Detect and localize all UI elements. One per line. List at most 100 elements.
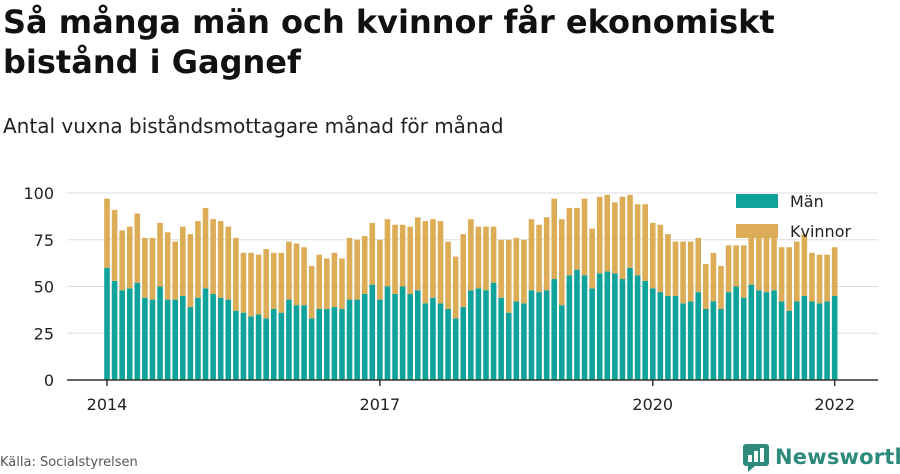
- bar-women: [263, 249, 269, 319]
- bar-men: [202, 288, 209, 380]
- bar-women: [187, 234, 194, 308]
- bar-women: [202, 207, 209, 289]
- bar-men: [778, 301, 785, 380]
- bar-women: [596, 196, 603, 274]
- bar-women: [210, 219, 216, 294]
- bar-women: [680, 241, 686, 304]
- bar-women: [149, 237, 156, 300]
- bar-women: [733, 245, 739, 287]
- bar-women: [740, 245, 747, 298]
- bar-men: [657, 292, 664, 380]
- bar-men: [142, 297, 148, 380]
- bar-women: [809, 252, 815, 302]
- bar-men: [672, 295, 679, 380]
- bar-men: [566, 275, 573, 380]
- bar-women: [490, 226, 497, 283]
- bar-men: [710, 301, 717, 380]
- bar-men: [771, 290, 777, 380]
- bar-women: [763, 232, 770, 293]
- legend-label-women: Kvinnor: [790, 221, 852, 241]
- bar-women: [346, 237, 353, 300]
- bar-women: [126, 226, 133, 289]
- bar-women: [703, 264, 709, 309]
- bar-men: [756, 290, 762, 380]
- bar-men: [786, 310, 792, 380]
- bar-women: [195, 221, 201, 298]
- bar-women: [104, 198, 110, 268]
- bar-women: [824, 254, 830, 302]
- bar-women: [278, 252, 285, 313]
- bar-women: [725, 245, 732, 293]
- bar-men: [324, 308, 330, 380]
- bar-women: [324, 258, 330, 309]
- bar-men: [718, 308, 724, 380]
- bar-men: [543, 290, 550, 380]
- bar-women: [384, 219, 391, 287]
- bar-men: [824, 301, 830, 380]
- bar-women: [543, 217, 550, 291]
- bar-women: [528, 219, 535, 291]
- bar-women: [361, 236, 368, 294]
- bar-women: [710, 252, 717, 302]
- bar-women: [566, 207, 573, 276]
- bar-men: [665, 295, 671, 380]
- bar-men: [422, 303, 429, 380]
- bar-women: [627, 194, 633, 268]
- bar-women: [634, 204, 641, 276]
- bar-women: [756, 234, 762, 291]
- bar-women: [430, 219, 436, 298]
- bar-men: [703, 308, 709, 380]
- bar-women: [255, 254, 262, 315]
- bar-women: [119, 230, 125, 291]
- bar-men: [210, 293, 216, 380]
- legend: Män Kvinnor: [736, 186, 851, 246]
- bar-women: [468, 219, 474, 291]
- bar-men: [240, 312, 247, 380]
- bar-men: [627, 267, 633, 380]
- bar-women: [134, 213, 141, 283]
- bar-women: [619, 196, 626, 280]
- bar-men: [468, 290, 474, 380]
- bar-men: [505, 312, 512, 380]
- brand-logo[interactable]: Newsworthy: [743, 440, 900, 474]
- bar-women: [339, 258, 345, 309]
- bar-men: [619, 279, 626, 380]
- bar-men: [574, 269, 580, 380]
- bar-women: [225, 226, 232, 300]
- bar-men: [649, 288, 656, 380]
- bar-men: [407, 293, 413, 380]
- legend-item-men: Män: [736, 186, 851, 216]
- bar-men: [255, 314, 262, 380]
- bar-men: [331, 307, 338, 380]
- bar-women: [665, 234, 671, 296]
- bar-women: [301, 247, 307, 306]
- bar-men: [225, 299, 232, 380]
- bar-women: [521, 239, 527, 304]
- bar-men: [559, 305, 565, 380]
- bar-men: [490, 282, 497, 380]
- bar-women: [407, 226, 413, 294]
- bar-men: [581, 275, 588, 380]
- bar-men: [793, 301, 800, 380]
- bar-women: [142, 237, 148, 298]
- brand-name: Newsworthy: [775, 445, 900, 469]
- bar-women: [217, 221, 224, 298]
- bar-women: [422, 221, 429, 304]
- bar-women: [695, 237, 702, 293]
- chart-subtitle: Antal vuxna biståndsmottagare månad för …: [3, 114, 504, 138]
- bar-women: [672, 241, 679, 296]
- bar-men: [111, 280, 118, 380]
- bar-men: [801, 295, 808, 380]
- bar-women: [718, 265, 724, 309]
- bar-women: [498, 239, 504, 298]
- bar-men: [634, 275, 641, 380]
- bar-men: [233, 310, 239, 380]
- bar-women: [369, 222, 376, 285]
- bar-men: [483, 290, 489, 380]
- bar-men: [460, 307, 467, 380]
- bar-men: [612, 273, 618, 380]
- bar-men: [430, 297, 436, 380]
- x-tick-label: 2017: [360, 395, 401, 414]
- bar-men: [695, 292, 702, 380]
- bar-men: [528, 290, 535, 380]
